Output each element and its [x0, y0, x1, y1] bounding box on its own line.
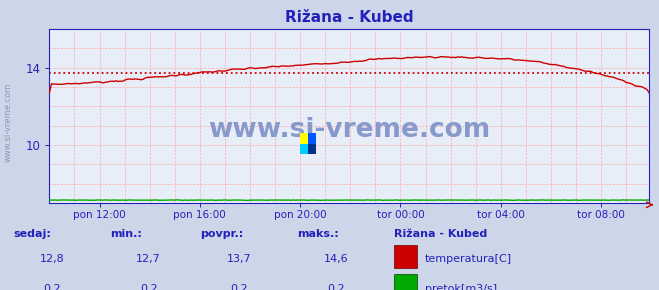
Text: www.si-vreme.com: www.si-vreme.com — [208, 117, 490, 143]
Text: 0,2: 0,2 — [230, 284, 248, 290]
Text: 0,2: 0,2 — [140, 284, 158, 290]
Bar — [300, 133, 308, 144]
Text: povpr.:: povpr.: — [200, 229, 244, 239]
Text: www.si-vreme.com: www.si-vreme.com — [3, 82, 13, 162]
Bar — [300, 144, 308, 154]
Bar — [308, 133, 316, 144]
Text: temperatura[C]: temperatura[C] — [425, 254, 512, 264]
Bar — [394, 274, 416, 290]
Text: 12,8: 12,8 — [40, 254, 64, 264]
Title: Rižana - Kubed: Rižana - Kubed — [285, 10, 414, 25]
Text: 14,6: 14,6 — [324, 254, 348, 264]
Text: maks.:: maks.: — [297, 229, 339, 239]
Text: 13,7: 13,7 — [227, 254, 251, 264]
Text: sedaj:: sedaj: — [13, 229, 51, 239]
Text: 12,7: 12,7 — [136, 254, 161, 264]
Text: min.:: min.: — [110, 229, 142, 239]
Text: pretok[m3/s]: pretok[m3/s] — [425, 284, 497, 290]
Bar — [394, 244, 416, 268]
Bar — [308, 144, 316, 154]
Text: 0,2: 0,2 — [327, 284, 345, 290]
Text: 0,2: 0,2 — [43, 284, 61, 290]
Text: Rižana - Kubed: Rižana - Kubed — [394, 229, 488, 239]
